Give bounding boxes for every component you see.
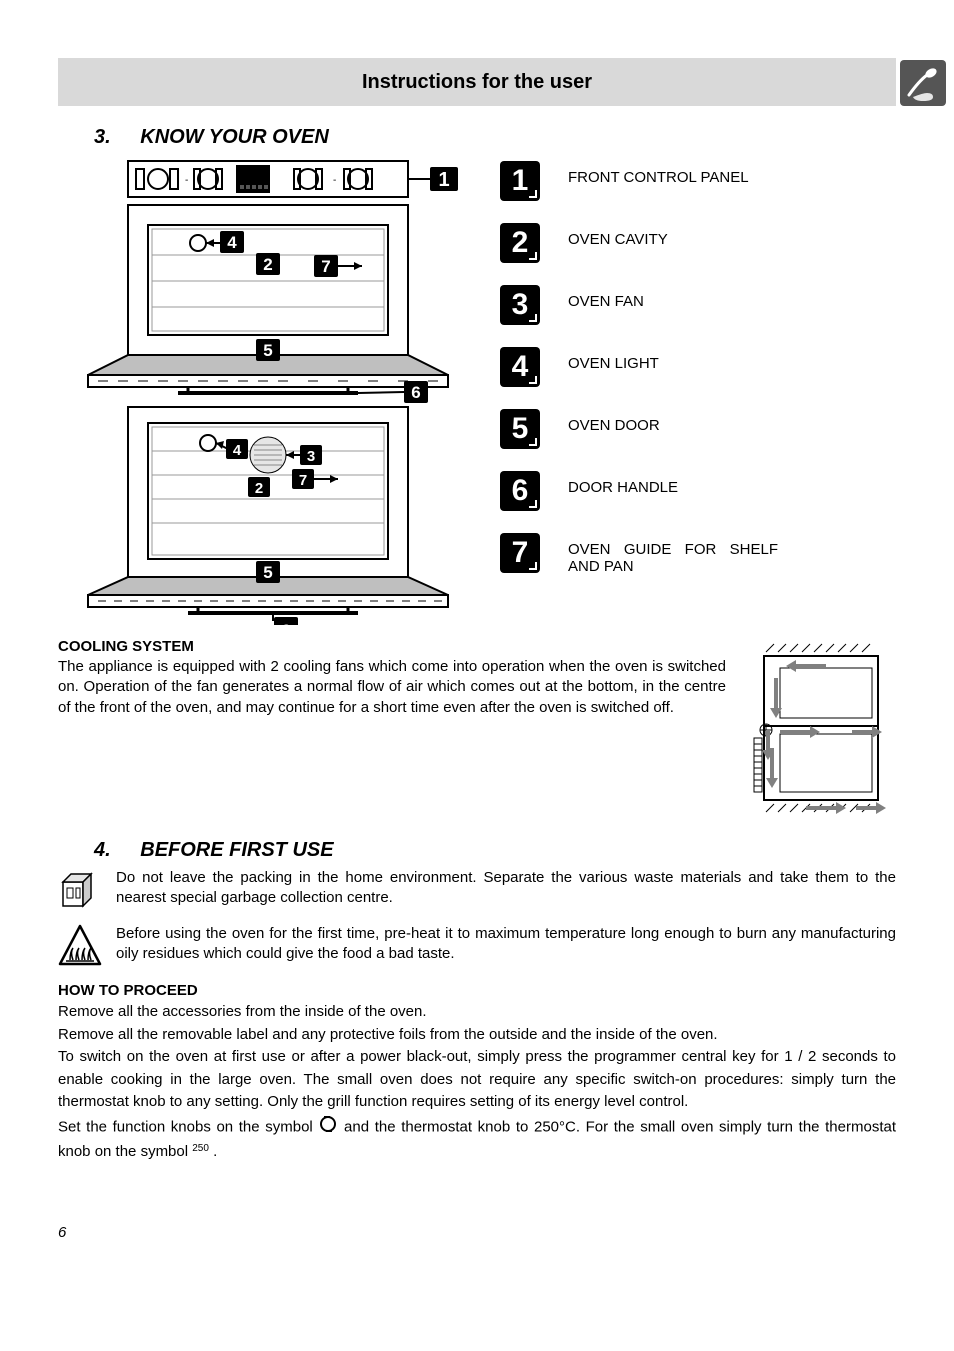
- how-line-1: Remove all the accessories from the insi…: [58, 1001, 896, 1024]
- packing-note-row: Do not leave the packing in the home env…: [58, 868, 896, 910]
- cooling-system-title: COOLING SYSTEM: [58, 638, 726, 655]
- how-line-3: To switch on the oven at first use or af…: [58, 1046, 896, 1114]
- convection-symbol-icon: [318, 1114, 338, 1142]
- legend-label-1: FRONT CONTROL PANEL: [568, 161, 749, 186]
- how-line-4c: .: [213, 1143, 217, 1160]
- legend-number-6: 6: [500, 471, 540, 511]
- svg-text:4: 4: [233, 442, 242, 459]
- legend-item-3: 3 OVEN FAN: [500, 285, 896, 325]
- how-line-4a: Set the function knobs on the symbol: [58, 1118, 318, 1135]
- svg-text:1: 1: [438, 169, 449, 191]
- legend-item-2: 2 OVEN CAVITY: [500, 223, 896, 263]
- cooling-system-body: The appliance is equipped with 2 cooling…: [58, 657, 726, 718]
- svg-text:5: 5: [263, 341, 272, 360]
- svg-text:6: 6: [411, 383, 420, 402]
- section-4: 4. BEFORE FIRST USE Do not leave the pac…: [58, 839, 896, 1164]
- legend-label-5: OVEN DOOR: [568, 409, 660, 434]
- section-4-heading: 4. BEFORE FIRST USE: [94, 839, 896, 862]
- svg-text:-: -: [333, 175, 336, 186]
- section-3-title: KNOW YOUR OVEN: [140, 126, 329, 148]
- legend-label-4: OVEN LIGHT: [568, 347, 659, 372]
- how-to-proceed-body: Remove all the accessories from the insi…: [58, 1001, 896, 1164]
- packing-note-text: Do not leave the packing in the home env…: [116, 868, 896, 909]
- how-line-4: Set the function knobs on the symbol and…: [58, 1114, 896, 1164]
- section-3-number: 3.: [94, 126, 111, 148]
- legend-number-1: 1: [500, 161, 540, 201]
- legend-label-3: OVEN FAN: [568, 285, 644, 310]
- preheat-note-text: Before using the oven for the first time…: [116, 924, 896, 965]
- legend-label-6: DOOR HANDLE: [568, 471, 678, 496]
- legend-number-3: 3: [500, 285, 540, 325]
- header-bar: Instructions for the user: [58, 58, 896, 106]
- legend-item-1: 1 FRONT CONTROL PANEL: [500, 161, 896, 201]
- legend-number-2: 2: [500, 223, 540, 263]
- svg-text:4: 4: [227, 233, 237, 252]
- temp-250-symbol: 250: [192, 1141, 209, 1156]
- svg-text:7: 7: [299, 472, 307, 489]
- legend-item-6: 6 DOOR HANDLE: [500, 471, 896, 511]
- know-your-oven-row: - - 1: [58, 155, 896, 630]
- how-to-proceed-title: HOW TO PROCEED: [58, 982, 896, 999]
- svg-text:2: 2: [255, 480, 263, 497]
- cooling-airflow-diagram: [746, 638, 896, 823]
- legend-item-7: 7 OVEN GUIDE FOR SHELF AND PAN: [500, 533, 896, 575]
- cooling-system-block: COOLING SYSTEM The appliance is equipped…: [58, 638, 896, 823]
- header-title: Instructions for the user: [362, 71, 592, 94]
- svg-text:3: 3: [307, 448, 315, 465]
- preheat-note-row: Before using the oven for the first time…: [58, 924, 896, 968]
- recycle-box-icon: [58, 868, 102, 910]
- legend-number-4: 4: [500, 347, 540, 387]
- spoon-icon: [900, 60, 946, 106]
- svg-text:-: -: [185, 175, 188, 186]
- how-line-2: Remove all the removable label and any p…: [58, 1024, 896, 1047]
- legend-item-4: 4 OVEN LIGHT: [500, 347, 896, 387]
- legend-column: 1 FRONT CONTROL PANEL 2 OVEN CAVITY 3 OV…: [500, 155, 896, 597]
- section-3-heading: 3. KNOW YOUR OVEN: [94, 126, 896, 149]
- heat-warning-icon: [58, 924, 102, 968]
- legend-number-5: 5: [500, 409, 540, 449]
- oven-diagram: - - 1: [58, 155, 478, 630]
- svg-text:5: 5: [263, 563, 272, 582]
- svg-text:6: 6: [281, 621, 290, 625]
- legend-number-7: 7: [500, 533, 540, 573]
- svg-text:2: 2: [263, 255, 272, 274]
- svg-text:7: 7: [321, 257, 330, 276]
- section-4-title: BEFORE FIRST USE: [140, 839, 333, 861]
- section-4-number: 4.: [94, 839, 111, 861]
- temp-250-text: 250: [192, 1143, 209, 1154]
- page-number: 6: [58, 1224, 896, 1241]
- legend-item-5: 5 OVEN DOOR: [500, 409, 896, 449]
- legend-label-2: OVEN CAVITY: [568, 223, 668, 248]
- legend-label-7: OVEN GUIDE FOR SHELF AND PAN: [568, 533, 778, 575]
